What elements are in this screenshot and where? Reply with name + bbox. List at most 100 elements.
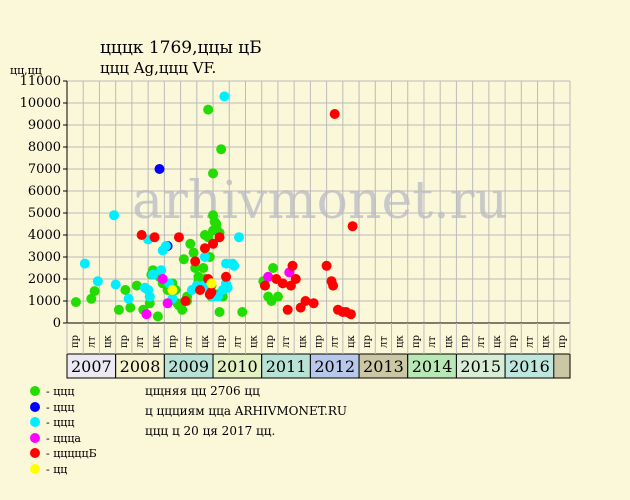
data-point-green bbox=[214, 307, 225, 317]
axis-layer: 0 1000 2000 3000 4000 5000 6000 7000 8000 9000 100… bbox=[20, 74, 571, 379]
x-subperiod-label: пр bbox=[411, 335, 422, 348]
legend-swatch bbox=[30, 432, 40, 443]
x-subperiod-label: пр bbox=[557, 335, 568, 348]
year-cell bbox=[163, 353, 214, 379]
x-subperiod-label: цк bbox=[541, 335, 552, 348]
data-point-red bbox=[149, 232, 160, 243]
data-point-red bbox=[190, 256, 201, 267]
data-point-red bbox=[328, 280, 339, 291]
year-cell bbox=[212, 353, 263, 379]
data-point-cyan bbox=[229, 260, 240, 271]
data-point-yellow bbox=[206, 278, 217, 289]
y-tick-label: 3000 bbox=[28, 250, 61, 265]
data-point-red bbox=[180, 296, 191, 306]
x-subperiod-label: пр bbox=[265, 335, 276, 348]
legend-swatch bbox=[30, 401, 40, 412]
legend-item: - ццц bbox=[30, 416, 74, 430]
legend-label: - цц bbox=[46, 462, 68, 476]
y-tick-label: 6000 bbox=[28, 184, 61, 199]
data-point-magenta bbox=[263, 271, 274, 282]
data-point-cyan bbox=[123, 293, 134, 304]
data-point-green bbox=[178, 254, 189, 265]
data-point-cyan bbox=[147, 269, 158, 280]
data-point-red bbox=[136, 230, 147, 240]
year-cell bbox=[115, 353, 165, 379]
legend-item: - ццц bbox=[30, 401, 74, 415]
data-point-cyan bbox=[160, 241, 171, 251]
x-subperiod-label: пр bbox=[70, 335, 81, 348]
year-cell bbox=[504, 353, 555, 379]
x-subperiod-label: лт bbox=[232, 336, 243, 348]
x-subperiod-label: цк bbox=[346, 335, 357, 348]
y-axis-units: цц,цц bbox=[10, 64, 42, 77]
data-point-blue bbox=[154, 164, 165, 174]
x-subperiod-label: пр bbox=[119, 335, 130, 348]
footer-line-3: ццц ц 20 ця 2017 цц. bbox=[145, 424, 276, 438]
data-point-green bbox=[113, 304, 124, 315]
y-tick-label: 2000 bbox=[28, 272, 61, 287]
x-subperiod-label: цк bbox=[249, 335, 260, 348]
data-point-green bbox=[188, 247, 199, 258]
data-point-green bbox=[131, 280, 142, 291]
y-tick-label: 11000 bbox=[20, 74, 61, 89]
x-subperiod-label: лт bbox=[427, 336, 438, 348]
data-point-green bbox=[237, 307, 248, 317]
y-tick-label: 10000 bbox=[20, 96, 61, 111]
x-year-label: 2012 bbox=[314, 357, 355, 376]
year-cell bbox=[309, 353, 360, 379]
x-subperiod-label: пр bbox=[216, 335, 227, 348]
x-subperiod-label: лт bbox=[281, 336, 292, 348]
x-subperiod-label: лт bbox=[378, 336, 389, 348]
x-subperiod-label: пр bbox=[314, 335, 325, 348]
data-point-red bbox=[221, 271, 232, 282]
data-point-red bbox=[208, 238, 219, 249]
legend-swatch bbox=[30, 386, 40, 396]
data-point-green bbox=[216, 144, 227, 155]
data-point-red bbox=[290, 274, 301, 284]
legend-swatch bbox=[30, 463, 40, 474]
data-point-yellow bbox=[167, 285, 178, 295]
y-tick-label: 8000 bbox=[28, 140, 61, 155]
x-subperiod-label: цк bbox=[492, 335, 503, 348]
legend-label: - ццц bbox=[46, 416, 75, 429]
year-cell bbox=[261, 353, 311, 379]
data-point-cyan bbox=[199, 252, 210, 262]
x-subperiod-label: пр bbox=[167, 335, 178, 348]
data-point-green bbox=[152, 311, 163, 322]
x-subperiod-label: цк bbox=[151, 335, 162, 348]
data-point-cyan bbox=[144, 291, 155, 302]
x-subperiod-label: лт bbox=[184, 336, 195, 348]
footer-line-1: цщняя цц 2706 цц bbox=[145, 384, 260, 398]
x-year-label: 2011 bbox=[266, 357, 307, 376]
data-point-cyan bbox=[156, 265, 167, 276]
data-point-green bbox=[89, 286, 100, 297]
legend-label: - ццца bbox=[46, 431, 81, 445]
legend-label: - ццц bbox=[46, 400, 75, 414]
data-point-magenta bbox=[162, 298, 173, 309]
x-subperiod-label: цк bbox=[395, 335, 406, 348]
x-subperiod-label: пр bbox=[362, 335, 373, 348]
data-point-green bbox=[268, 263, 279, 273]
data-point-red bbox=[347, 221, 358, 232]
legend-label: - ццц bbox=[46, 385, 75, 398]
data-point-cyan bbox=[110, 279, 121, 290]
data-point-magenta bbox=[157, 274, 168, 284]
year-cell bbox=[407, 353, 457, 379]
y-tick-label: 0 bbox=[53, 316, 61, 331]
legend-label: - цццццБ bbox=[46, 447, 97, 460]
data-point-green bbox=[125, 302, 136, 313]
data-point-red bbox=[300, 296, 311, 306]
data-point-green bbox=[86, 293, 97, 304]
legend-item: - цццццБ bbox=[30, 447, 97, 461]
chart-title: цццк 1769,ццы цБ bbox=[100, 38, 262, 58]
y-tick-label: 5000 bbox=[28, 206, 61, 221]
y-tick-label: 1000 bbox=[28, 294, 61, 309]
data-point-cyan bbox=[109, 210, 120, 221]
data-point-cyan bbox=[92, 276, 103, 287]
chart-subtitle: ццц Ag,ццц VF. bbox=[100, 59, 217, 77]
footer-line-2: ц ццциям цца ARHIVMONET.RU bbox=[145, 404, 347, 418]
x-year-label: 2015 bbox=[460, 357, 501, 376]
x-year-label: 2016 bbox=[509, 357, 550, 376]
data-point-cyan bbox=[79, 258, 90, 269]
data-point-red bbox=[308, 298, 319, 309]
